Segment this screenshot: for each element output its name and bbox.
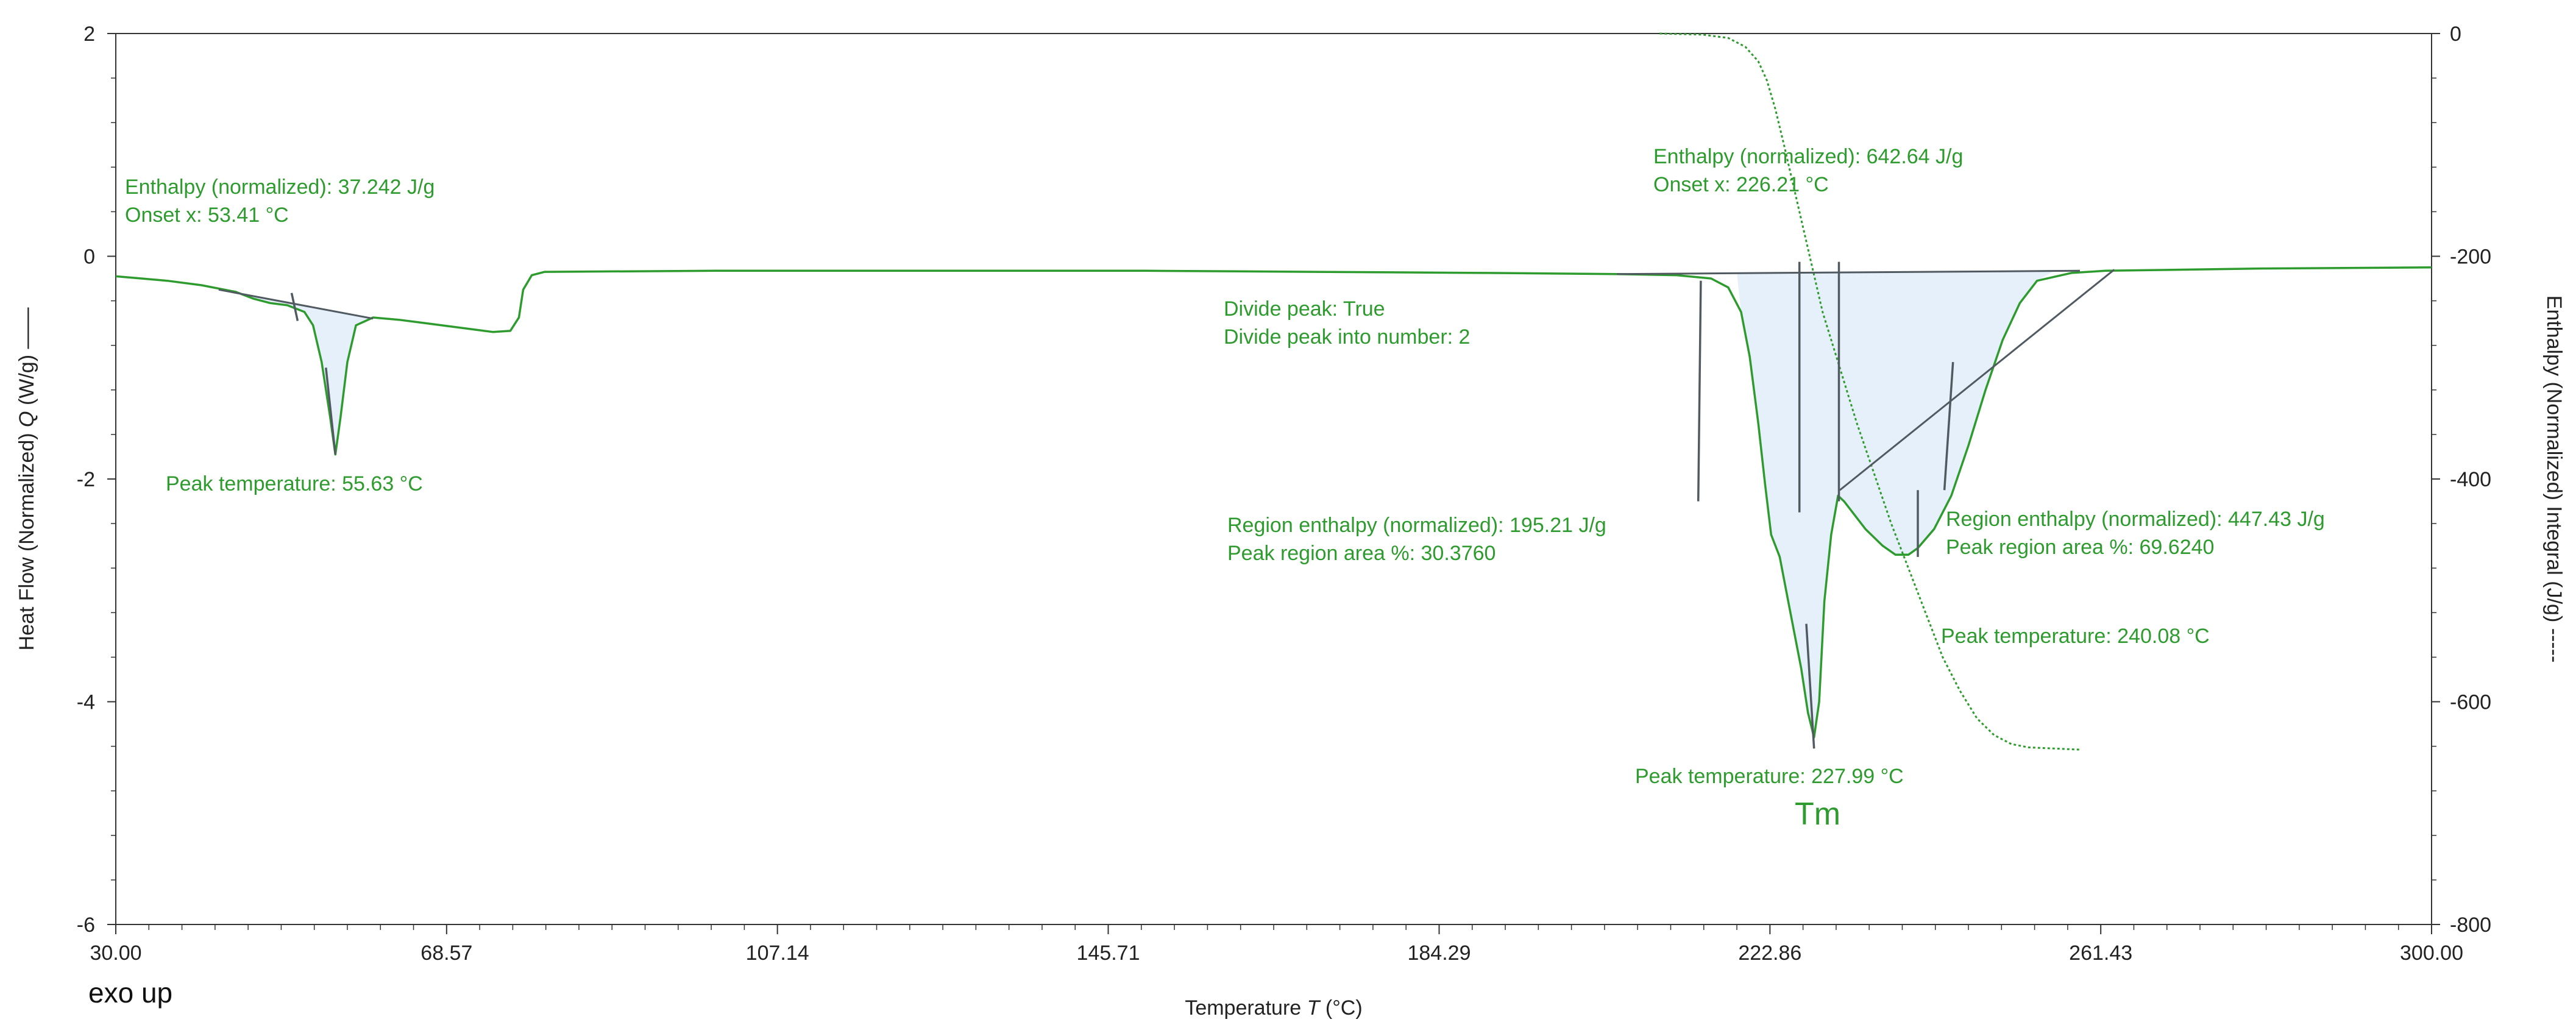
heat-flow-curve <box>115 266 2432 739</box>
x-title-part: Temperature <box>1185 996 1307 1020</box>
annotation-line: Peak region area %: 69.6240 <box>1946 536 2214 559</box>
annotation-label: Peak temperature: 240.08 °C <box>1941 625 2210 648</box>
integration-baseline <box>1839 269 2115 491</box>
annotation-label: Peak temperature: 55.63 °C <box>166 472 423 495</box>
y-left-title-part: Q <box>15 411 38 427</box>
peak-area-fill <box>253 296 374 455</box>
x-tick-label: 68.57 <box>420 942 472 965</box>
annotation-line: Onset x: 226.21 °C <box>1653 173 1829 196</box>
annotation-label: Enthalpy (normalized): 37.242 J/g Onset x… <box>125 176 435 227</box>
annotation-line: Peak temperature: 227.99 °C <box>1635 765 1904 788</box>
annotation-label: Region enthalpy (normalized): 195.21 J/g… <box>1227 514 1606 565</box>
y-left-tick-label: -6 <box>77 914 95 937</box>
x-axis-title: Temperature T (°C) <box>1185 996 1362 1020</box>
x-tick-label: 300.00 <box>2400 942 2463 965</box>
y-left-axis-title: Heat Flow (Normalized) Q (W/g) —— <box>15 308 38 651</box>
annotation-line: Divide peak: True <box>1224 297 1385 321</box>
x-tick-label: 30.00 <box>90 942 141 965</box>
y-right-title-part: (J/g) <box>2542 581 2566 628</box>
annotation-label: Enthalpy (normalized): 642.64 J/g Onset x… <box>1653 145 1963 196</box>
y-left-title-part: —— <box>15 308 38 349</box>
y-left-title-part: (W/g) <box>15 349 38 411</box>
annotation-line: Region enthalpy (normalized): 195.21 J/g <box>1227 514 1606 537</box>
annotation-line: Onset x: 53.41 °C <box>125 204 289 227</box>
annotation-label: Divide peak: True Divide peak into number… <box>1224 297 1470 349</box>
y-right-tick-label: -400 <box>2450 468 2491 491</box>
axis-ticks: 30.00 68.57 107.14 145.71 184.29 222.86 261.43… <box>77 23 2491 965</box>
x-tick-label: 145.71 <box>1077 942 1140 965</box>
x-tick-label: 184.29 <box>1407 942 1471 965</box>
integration-baseline <box>218 288 374 320</box>
integration-baseline <box>1616 269 2081 275</box>
x-tick-label: 222.86 <box>1738 942 1801 965</box>
y-left-tick-label: 2 <box>83 23 95 46</box>
peak-marker-line <box>1697 280 1702 502</box>
annotation-line: Enthalpy (normalized): 37.242 J/g <box>125 176 435 199</box>
annotation-line: Peak temperature: 240.08 °C <box>1941 625 2210 648</box>
annotation-label: Region enthalpy (normalized): 447.43 J/g… <box>1946 508 2325 559</box>
annotation-label: Peak temperature: 227.99 °C <box>1635 765 1904 788</box>
x-title-part: T <box>1307 996 1321 1020</box>
y-right-tick-label: -200 <box>2450 246 2491 269</box>
peak-marker-line <box>1943 361 1954 491</box>
y-right-tick-label: -600 <box>2450 691 2491 714</box>
y-left-tick-label: 0 <box>83 246 95 269</box>
peak-area-fill <box>1737 271 2054 737</box>
x-title-part: (°C) <box>1319 996 1362 1020</box>
x-tick-label: 107.14 <box>746 942 809 965</box>
peak-marker-line <box>325 367 337 455</box>
annotation-line: Peak region area %: 30.3760 <box>1227 542 1496 565</box>
y-right-title-part: Enthalpy (Normalized) Integral <box>2542 296 2566 581</box>
annotation-line: Peak temperature: 55.63 °C <box>166 472 423 495</box>
y-right-title-part: ----- <box>2542 628 2566 663</box>
peak-fill-layer <box>253 271 2054 737</box>
plot-frame <box>115 33 2432 925</box>
y-left-tick-label: -2 <box>77 468 95 491</box>
annotation-line: Region enthalpy (normalized): 447.43 J/g <box>1946 508 2325 531</box>
curves-layer <box>115 32 2432 751</box>
y-left-title-part: Heat Flow (Normalized) <box>15 427 38 651</box>
y-right-tick-label: 0 <box>2450 23 2461 46</box>
y-right-tick-label: -800 <box>2450 914 2491 937</box>
peak-marker-line <box>290 293 299 321</box>
annotation-label: Tm <box>1795 797 1840 832</box>
annotations-layer: Enthalpy (normalized): 37.242 J/g Onset x… <box>125 145 2325 832</box>
exo-up-note: exo up <box>88 977 172 1009</box>
y-right-axis-title: Enthalpy (Normalized) Integral (J/g) ---… <box>2542 296 2566 663</box>
plot-border <box>115 33 2432 925</box>
annotation-line: Enthalpy (normalized): 642.64 J/g <box>1653 145 1963 168</box>
peak-marker-line <box>1805 623 1815 749</box>
annotation-line: Tm <box>1795 797 1840 832</box>
annotation-line: Divide peak into number: 2 <box>1224 325 1470 349</box>
y-left-tick-label: -4 <box>77 691 95 714</box>
enthalpy-integral-curve <box>1659 32 2081 751</box>
x-tick-label: 261.43 <box>2069 942 2132 965</box>
